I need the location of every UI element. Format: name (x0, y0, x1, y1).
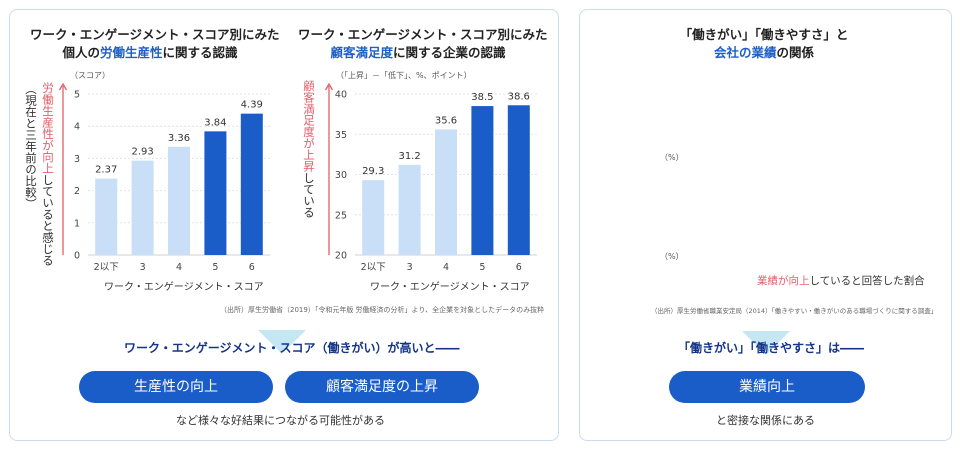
pill-customer-satisfaction: 顧客満足度の上昇 (285, 371, 479, 403)
chart4-unit: （%） (660, 252, 684, 261)
left-source: （出所）厚生労働省（2019）「令和元年版 労働経済の分析」より、全企業を対象と… (220, 306, 545, 314)
chart1-bar (204, 131, 227, 255)
chart2-xtick: 3 (407, 262, 413, 273)
chart2-data-label: 35.6 (435, 115, 457, 126)
chart1-bar (131, 160, 154, 255)
chart2-title-highlight: 顧客満足度 (330, 45, 393, 60)
chart1-bar (168, 146, 190, 255)
chart2-xtick: 2以下 (361, 262, 386, 273)
chart2-axis-arrowhead (324, 82, 334, 91)
chart1-title-line2: 個人の労働生産性に関する認識 (62, 45, 238, 60)
chart1-ytick: 0 (74, 251, 80, 262)
pill-productivity: 生産性の向上 (79, 371, 273, 403)
chart1-xtick: 6 (249, 262, 255, 273)
chart1-ytick: 5 (74, 90, 80, 101)
left-footer: など様々な好結果につながる可能性がある (176, 414, 385, 427)
chart2-ytick: 30 (335, 170, 347, 181)
chart2-unit: （「上昇」－「低下」、%、ポイント） (336, 71, 472, 80)
chart2-ytick: 20 (335, 251, 347, 262)
chart1-xtick: 4 (176, 262, 182, 273)
chart3-title: 「働きがい」「働きやすさ」と 会社の業績の関係 (664, 26, 864, 62)
chart2-title-line2: 顧客満足度に関する企業の認識 (330, 45, 506, 60)
chart1-data-label: 2.93 (131, 147, 153, 158)
chart2-data-label: 38.6 (508, 91, 530, 102)
chart1-xtick: 3 (140, 262, 146, 273)
right-footer: と密接な関係にある (716, 414, 815, 427)
chart2-xlabel: ワーク・エンゲージメント・スコア (370, 282, 530, 293)
chart1-title: ワーク・エンゲージメント・スコア別にみた 個人の労働生産性に関する認識 (30, 26, 280, 62)
chart2-bar (471, 106, 494, 255)
chart2-title: ワーク・エンゲージメント・スコア別にみた 顧客満足度に関する企業の認識 (298, 26, 548, 62)
chart2-bar (435, 129, 457, 255)
chart1-ytick: 4 (74, 122, 80, 133)
chart2-xtick: 6 (516, 262, 522, 273)
chart3-unit: （%） (660, 153, 684, 162)
right-callout: 「働きがい」「働きやすさ」は―― (678, 341, 865, 355)
chart1-xtick: 2以下 (94, 262, 119, 273)
chart1-ylabel: 労働生産性が向上していると感じる (41, 82, 55, 266)
chart1-ytick: 1 (74, 218, 80, 229)
chart1-xlabel: ワーク・エンゲージメント・スコア (104, 282, 264, 293)
chart1-title-highlight: 労働生産性 (99, 45, 163, 60)
left-callout: ワーク・エンゲージメント・スコア（働きがい）が高いと―― (124, 341, 460, 355)
chart2-ytick: 35 (335, 130, 347, 141)
chart2-bar (362, 180, 385, 255)
chart1-data-label: 3.36 (168, 133, 190, 144)
chart2-ytick: 25 (335, 210, 347, 221)
chart2-xtick: 4 (443, 262, 449, 273)
chart4-xlabel: 業績が向上していると回答した割合 (757, 275, 925, 287)
chart1-axis-arrowhead (58, 82, 68, 91)
chart1-data-label: 2.37 (95, 165, 117, 176)
right-callout-arrow (742, 331, 790, 355)
chart2-ylabel: 顧客満足度が上昇している (302, 80, 316, 218)
chart3-title-line1: 「働きがい」「働きやすさ」と (679, 27, 849, 42)
chart3-title-highlight: 会社の業績 (713, 45, 777, 60)
left-callout-arrow (258, 330, 306, 354)
chart2-bar (507, 105, 530, 256)
pill-business-performance: 業績向上 (669, 371, 865, 403)
chart1-title-line1: ワーク・エンゲージメント・スコア別にみた (30, 27, 280, 42)
chart1-data-label: 3.84 (204, 117, 226, 128)
chart2-title-line1: ワーク・エンゲージメント・スコア別にみた (298, 27, 548, 42)
chart1-bar (95, 178, 118, 255)
right-source: （出所）厚生労働省職業安定局（2014）「働きやすい・働きがいのある職場づくりに… (651, 307, 938, 315)
chart2-data-label: 31.2 (398, 151, 420, 162)
chart1-bar (240, 113, 263, 255)
chart3-title-line2: 会社の業績の関係 (713, 45, 815, 60)
chart2-data-label: 29.3 (362, 166, 384, 177)
chart2-xtick: 5 (479, 262, 485, 273)
chart1-unit: （スコア） (70, 71, 110, 80)
chart1-ytick: 2 (74, 186, 80, 197)
chart2-bar (398, 164, 421, 255)
chart2-ytick: 40 (335, 90, 347, 101)
chart2-data-label: 38.5 (471, 92, 493, 103)
chart1-ytick: 3 (74, 154, 80, 165)
chart1-ylabel-paren: （現在と三年前の比較） (24, 83, 38, 210)
right-panel (579, 9, 952, 441)
chart1-xtick: 5 (212, 262, 218, 273)
chart1-data-label: 4.39 (241, 100, 263, 111)
